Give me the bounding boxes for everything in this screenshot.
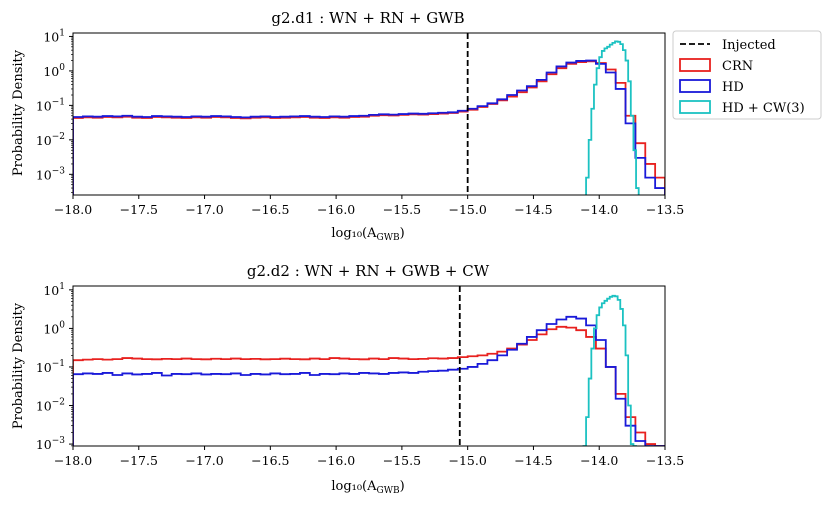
legend-label: CRN [722, 59, 753, 74]
legend-item-injected: Injected [680, 38, 776, 53]
x-tick-label: −15.0 [449, 453, 487, 468]
legend-label: Injected [722, 38, 776, 53]
legend-frame [672, 30, 822, 120]
y-axis-label: Probability Density [11, 302, 26, 429]
x-tick-label: −14.0 [580, 453, 618, 468]
panel-title: g2.d2 : WN + RN + GWB + CW [247, 262, 490, 280]
legend-item-hd-cw-3-: HD + CW(3) [679, 100, 805, 116]
legend-label: HD + CW(3) [722, 101, 805, 116]
panel-bottom: g2.d2 : WN + RN + GWB + CW −18.0 −17.5 −17… [11, 262, 684, 496]
series-crn [73, 60, 665, 195]
x-tick-label: −17.0 [185, 202, 223, 217]
legend-swatch [679, 100, 711, 114]
y-tick-label: 10−3 [36, 166, 65, 182]
series-crn [73, 325, 665, 446]
x-tick-label: −18.0 [54, 453, 92, 468]
y-axis-label: Probability Density [11, 49, 26, 176]
x-tick-label: −16.5 [251, 453, 289, 468]
legend-label: HD [722, 80, 744, 95]
legend-item-crn: CRN [679, 58, 753, 74]
plot-area: −18.0 −17.5 −17.0 −16.5 −16.0 −15.5 −15.0 −14.5… [36, 28, 684, 217]
x-tick-label: −15.5 [383, 202, 421, 217]
y-tick-label: 10−3 [36, 436, 65, 452]
x-tick-label: −17.5 [120, 453, 158, 468]
y-tick-label: 100 [43, 63, 65, 79]
y-tick-label: 10−1 [36, 97, 65, 113]
x-axis-label: log₁₀(AGWB) [331, 226, 404, 243]
x-tick-label: −16.5 [251, 202, 289, 217]
x-tick-label: −13.5 [646, 202, 684, 217]
x-tick-label: −15.0 [449, 202, 487, 217]
x-tick-label: −17.5 [120, 202, 158, 217]
x-tick-label: −14.5 [514, 453, 552, 468]
series-hd [73, 59, 665, 195]
x-tick-label: −14.5 [514, 202, 552, 217]
plot-series-group [73, 40, 665, 195]
panel-title: g2.d1 : WN + RN + GWB [271, 9, 464, 27]
y-tick-label: 10−2 [36, 398, 65, 414]
x-tick-label: −16.0 [317, 453, 355, 468]
x-tick-label: −16.0 [317, 202, 355, 217]
x-tick-label: −15.5 [383, 453, 421, 468]
series-hd-cw-3- [582, 294, 637, 446]
y-tick-label: 101 [43, 282, 65, 298]
series-hd-cw-3- [585, 40, 640, 195]
legend-swatch [679, 79, 711, 93]
y-tick-label: 101 [43, 28, 65, 44]
axes-frame [72, 285, 666, 447]
series-hd [73, 315, 665, 446]
x-tick-label: −17.0 [185, 453, 223, 468]
legend: Injected CRN HD HD + CW(3) [672, 30, 822, 120]
x-tick-label: −18.0 [54, 202, 92, 217]
x-axis-label: log₁₀(AGWB) [331, 479, 404, 496]
y-tick-label: 10−1 [36, 359, 65, 375]
legend-swatch [679, 58, 711, 72]
y-tick-label: 100 [43, 320, 65, 336]
legend-item-hd: HD [679, 79, 744, 95]
panel-top: g2.d1 : WN + RN + GWB −18.0 −17.5 −17.0 −16… [11, 9, 684, 243]
plot-series-group [73, 294, 665, 446]
x-tick-label: −14.0 [580, 202, 618, 217]
axes-frame [72, 32, 666, 196]
plot-area: −18.0 −17.5 −17.0 −16.5 −16.0 −15.5 −15.0 −14.5… [36, 282, 684, 468]
y-tick-label: 10−2 [36, 132, 65, 148]
x-tick-label: −13.5 [646, 453, 684, 468]
